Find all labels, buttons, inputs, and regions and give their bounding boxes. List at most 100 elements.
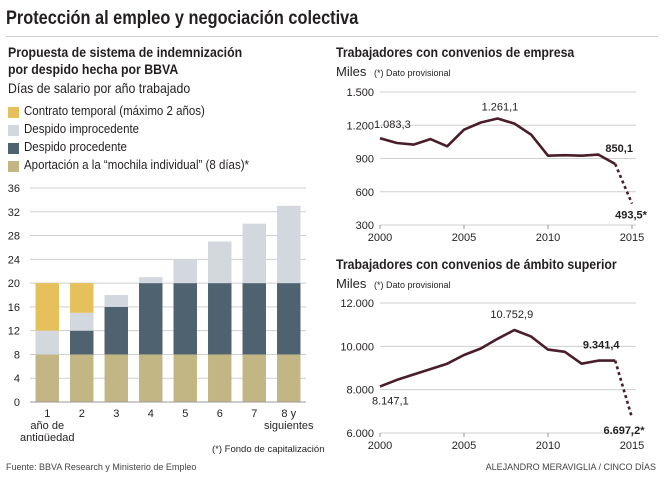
bar-y-tick-label: 0 — [14, 397, 20, 409]
bar-x-tick-label: 1 — [44, 408, 50, 420]
source-text: Fuente: BBVA Research y Ministerio de Em… — [6, 462, 197, 472]
bar-segment-mochila — [208, 354, 232, 402]
bar-y-tick-label: 8 — [14, 349, 20, 361]
line-data-label: 8.147,1 — [372, 395, 409, 407]
bar-segment-mochila — [104, 354, 128, 402]
bar-x-tick-label: 8 y — [281, 408, 296, 420]
bar-segment-procedente — [173, 283, 197, 355]
bar-segment-temporal — [70, 283, 94, 313]
line-chart-empresa: 300 600 900 1.200 1.500 2000 2005 2010 2015 1.083… — [346, 87, 648, 244]
bar-x-tick-label: 6 — [217, 408, 223, 420]
top-line-chart-note: (*) Dato provisional — [374, 68, 451, 78]
bar-segment-temporal — [35, 283, 59, 331]
line-y-tick-label: 900 — [356, 154, 374, 166]
line-data-label: 493,5* — [615, 210, 648, 222]
line-y-tick-label: 300 — [356, 220, 374, 232]
bar-segment-mochila — [70, 354, 94, 402]
bar-y-tick-label: 12 — [8, 326, 20, 338]
bottom-line-chart-unit: Miles — [336, 276, 367, 291]
bottom-line-chart-note: (*) Dato provisional — [374, 280, 451, 290]
line-series-provisional — [614, 163, 634, 205]
bar-x-tick-label: siguientes — [264, 420, 314, 432]
line-data-label: 6.697,2* — [604, 425, 646, 437]
line-data-label: 1.083,3 — [374, 119, 411, 131]
line-data-label: 1.261,1 — [482, 101, 519, 113]
bar-segment-procedente — [104, 306, 128, 355]
line-series-solid — [379, 328, 616, 388]
bar-x-tick-label: 5 — [182, 408, 188, 420]
bar-y-tick-label: 32 — [8, 207, 20, 219]
bar-x-tick-label: antigüedad — [20, 432, 74, 441]
title-divider — [6, 36, 658, 37]
bar-segment-procedente — [242, 283, 266, 355]
line-y-tick-label: 600 — [356, 187, 374, 199]
line-series-provisional — [613, 360, 634, 419]
bar-segment-procedente — [139, 283, 163, 355]
legend-swatch-mochila — [8, 161, 19, 172]
bar-x-tick-label: 7 — [251, 408, 257, 420]
bar-chart-units: Días de salario por año trabajado — [8, 80, 191, 96]
line-x-tick-label: 2005 — [452, 232, 476, 244]
legend-label-mochila: Aportación a la “mochila individual” (8 … — [24, 158, 249, 172]
bar-segment-procedente — [70, 330, 94, 355]
bar-y-tick-label: 36 — [8, 183, 20, 195]
bar-x-tick-label: año de — [30, 420, 64, 432]
line-x-tick-label: 2010 — [536, 232, 560, 244]
bar-y-tick-label: 20 — [8, 278, 20, 290]
top-line-chart-unit: Miles — [336, 64, 367, 79]
legend-swatch-temporal — [8, 107, 19, 118]
bar-segment-improcedente — [35, 330, 59, 355]
bar-segment-improcedente — [173, 259, 197, 284]
line-y-tick-label: 1.500 — [346, 87, 374, 99]
bar-x-tick-label: 2 — [79, 408, 85, 420]
line-data-label: 10.752,9 — [490, 309, 533, 321]
bar-x-tick-label: 4 — [148, 408, 154, 420]
line-x-tick-label: 2005 — [452, 440, 476, 452]
line-x-tick-label: 2015 — [620, 232, 644, 244]
bar-segment-mochila — [35, 354, 59, 402]
legend-label-improcedente: Despido improcedente — [24, 122, 140, 136]
page-title: Protección al empleo y negociación colec… — [6, 8, 359, 29]
top-line-chart-subtitle: Trabajadores con convenios de empresa — [336, 44, 575, 60]
bar-segment-improcedente — [242, 223, 266, 284]
bar-segment-improcedente — [208, 241, 232, 284]
bottom-line-chart-subtitle: Trabajadores con convenios de ámbito sup… — [336, 256, 617, 272]
line-data-label: 9.341,4 — [583, 340, 621, 352]
line-x-tick-label: 2010 — [536, 440, 560, 452]
bar-segment-mochila — [139, 354, 163, 402]
line-x-tick-label: 2015 — [620, 440, 644, 452]
line-x-tick-label: 2000 — [368, 440, 392, 452]
bar-y-tick-label: 28 — [8, 231, 20, 243]
line-y-tick-label: 6.000 — [346, 428, 374, 440]
bar-segment-improcedente — [139, 277, 163, 284]
bar-x-tick-label: 3 — [113, 408, 119, 420]
bar-segment-improcedente — [277, 205, 301, 284]
line-x-tick-label: 2000 — [368, 232, 392, 244]
line-data-label: 850,1 — [605, 143, 633, 155]
line-series-solid — [379, 117, 616, 166]
bar-chart-subtitle-line2: por despido hecha por BBVA — [8, 61, 179, 77]
line-y-tick-label: 12.000 — [340, 298, 374, 310]
line-y-tick-label: 10.000 — [340, 341, 374, 353]
bar-segment-mochila — [173, 354, 197, 402]
bar-y-tick-label: 4 — [14, 373, 20, 385]
bar-segment-procedente — [277, 283, 301, 355]
bar-segment-procedente — [208, 283, 232, 355]
line-y-tick-label: 8.000 — [346, 385, 374, 397]
bar-segment-improcedente — [70, 312, 94, 331]
bar-chart-subtitle-line1: Propuesta de sistema de indemnización — [8, 44, 243, 60]
bar-y-tick-label: 24 — [8, 254, 20, 266]
legend-label-temporal: Contrato temporal (máximo 2 años) — [24, 104, 205, 118]
credit-text: ALEJANDRO MERAVIGLIA / CINCO DÍAS — [485, 462, 656, 472]
line-y-tick-label: 1.200 — [346, 120, 374, 132]
bar-segment-mochila — [277, 354, 301, 402]
bar-segment-improcedente — [104, 295, 128, 307]
legend-swatch-improcedente — [8, 125, 19, 136]
legend-swatch-procedente — [8, 143, 19, 154]
legend-label-procedente: Despido procedente — [24, 140, 127, 154]
bar-y-tick-label: 16 — [8, 302, 20, 314]
bar-chart-footnote: (*) Fondo de capitalización — [212, 444, 325, 455]
line-chart-ambito-superior: 6.000 8.000 10.000 12.000 2000 2005 2010 2015 8.… — [340, 298, 646, 452]
bar-segment-mochila — [242, 354, 266, 402]
